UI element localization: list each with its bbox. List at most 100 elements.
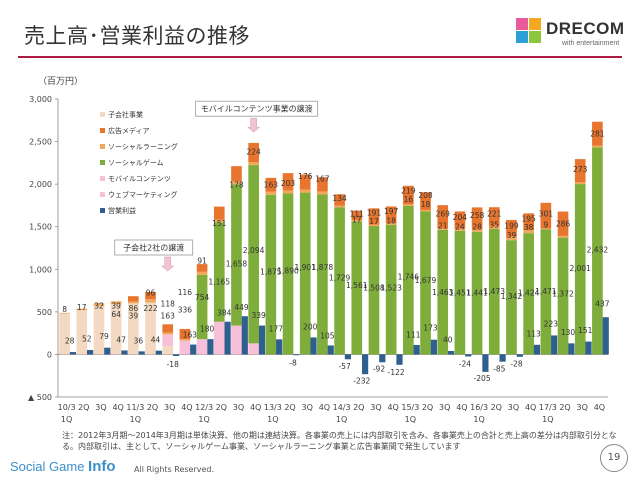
bar-segment [179,328,191,340]
profit-bar [241,316,248,355]
data-label: 1,561 [346,281,368,290]
x-tick-label: 3Q [302,403,313,412]
data-label: 1,875 [260,267,282,276]
legend-swatch [100,144,105,149]
profit-label: 111 [406,330,421,339]
data-label: 191 [367,209,382,218]
profit-bar [413,344,420,355]
data-label: 1,342 [501,292,523,301]
data-label: 1,729 [329,273,351,282]
x-tick-label: 11/3 [126,403,144,412]
bar-segment [265,177,277,192]
legend-swatch [100,160,105,165]
profit-bar [258,325,266,355]
logo-square-orange [529,18,541,30]
data-label: 258 [470,211,485,220]
annotation-box [114,239,194,256]
bar-segment [248,142,259,163]
data-label: 9 [543,221,548,230]
data-label: 134 [332,194,347,203]
profit-label: 52 [82,335,92,344]
profit-label: -24 [459,359,471,368]
data-label: 1,463 [432,288,454,297]
x-tick-label: 4Q [594,403,605,412]
x-tick-label: 4Q [112,403,123,412]
profit-label: 449 [234,303,249,312]
bar-segment [403,205,414,355]
bar-segment [334,207,345,355]
data-label: 221 [487,209,502,218]
bar-segment [368,208,380,225]
data-label: 1,441 [466,289,488,298]
x-tick-sublabel: 1Q [542,415,553,424]
bar-segment [385,223,397,225]
chart-profit-bars [69,316,609,375]
bar-segment [196,264,208,272]
data-label: 199 [504,221,519,230]
bar-segment [145,291,156,300]
bar-segment [420,211,431,355]
bar-segment [351,220,363,222]
x-tick-sublabel: 1Q [473,415,484,424]
bar-segment [506,236,517,241]
annotation-label: モバイルコンテンツ事業の譲渡 [201,104,313,114]
chart-bars [59,121,603,355]
data-label: 163 [161,312,176,321]
bar-segment [59,313,70,355]
x-tick-label: 13/3 [264,403,282,412]
bar-segment [334,194,345,206]
profit-label: -18 [167,360,179,369]
x-tick-label: 2Q [284,403,295,412]
bar-segment [110,301,122,305]
profit-label: 40 [443,336,453,345]
data-label: 21 [438,221,448,230]
data-label: 1,165 [209,278,231,287]
x-tick-label: 4Q [525,403,536,412]
data-label: 754 [195,293,210,302]
data-label: 111 [350,209,365,218]
profit-label: 47 [116,336,126,345]
profit-label: 177 [269,324,284,333]
data-label: 116 [178,288,193,297]
bar-segment [299,189,311,193]
bar-segment [437,229,449,355]
profit-bar [499,354,506,362]
chart-data-labels: 8 17 32 3964863922296118163116336917541511,… [62,129,610,385]
data-label: 1,473 [484,287,506,296]
data-label: 163 [264,181,279,190]
bar-segment [93,305,105,355]
bar-segment [403,185,414,205]
bar-segment [248,162,259,166]
bar-segment [145,302,156,355]
down-arrow-icon [246,117,261,133]
profit-label: 28 [65,336,75,345]
bar-segment [93,303,105,306]
x-tick-label: 2Q [147,403,158,412]
bar-segment [454,230,466,355]
x-tick-sublabel: 1Q [130,415,141,424]
footnote: 注：2012年3月期～2014年3月期は単体決算、他の期は連結決算。各事業の売上… [62,431,617,451]
copyright: All Rights Reserved. [134,465,215,474]
x-tick-label: 3Q [439,403,450,412]
logo-square-green [529,31,541,43]
bar-segment [523,233,534,355]
bar-segment [557,237,569,355]
profit-label: -122 [388,368,405,377]
down-arrow-icon [161,256,175,272]
x-tick-label: 2Q [216,403,227,412]
data-label: 1,471 [535,287,557,296]
legend-label: 子会社事業 [108,110,143,119]
profit-bar [447,351,455,355]
profit-label: 44 [151,336,161,345]
bar-segment [557,211,569,236]
profit-label: 384 [217,308,232,317]
chart-legend: 子会社事業広告メディアソーシャルラーニングソーシャルゲームモバイルコンテンツウェ… [100,110,178,215]
profit-bar [482,354,489,372]
bar-segment [437,228,449,230]
profit-bar [69,352,77,355]
data-label: 219 [401,187,416,196]
profit-bar [465,354,472,357]
x-tick-label: 2Q [78,403,89,412]
y-axis-unit-label: （百万円） [38,77,84,87]
profit-bar [362,354,369,375]
